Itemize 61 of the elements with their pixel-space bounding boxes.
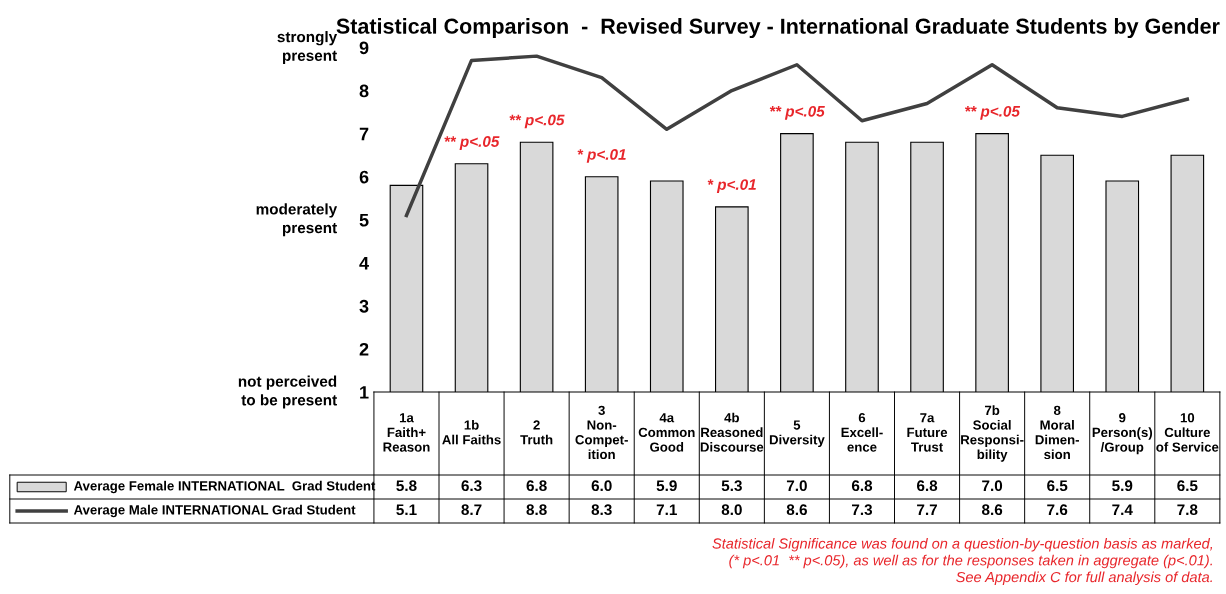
x-tick-label: 4a Common Good	[638, 413, 695, 452]
annotation: * p<.01	[707, 179, 756, 193]
annotation: ** p<.05	[444, 136, 500, 150]
data-label: 6.5	[1047, 480, 1068, 492]
data-label: 6.8	[916, 480, 938, 492]
data-label: 6.0	[591, 480, 612, 492]
annotation: * p<.01	[577, 148, 626, 163]
data-label: 6.5	[1177, 480, 1198, 492]
data-label: 7.3	[852, 504, 873, 516]
data-label: 7.0	[786, 480, 807, 492]
data-label: 5.8	[396, 480, 417, 492]
data-label: 5.3	[721, 480, 742, 492]
data-label: 8.7	[461, 504, 482, 516]
text: not perceived to be present	[238, 375, 337, 409]
y-tick-label: 4	[359, 256, 369, 270]
data-label: 6.8	[526, 480, 547, 492]
x-tick-label: 6 Excell- ence	[841, 413, 883, 452]
annotation: ** p<.05	[509, 114, 565, 129]
data-label: 7.0	[982, 480, 1003, 492]
x-tick-label: 9 Person(s) /Group	[1092, 413, 1153, 455]
chart-title: Statistical Comparison - Revised Survey - International Graduate Students by Gender	[336, 18, 1220, 39]
data-label: 8.6	[786, 504, 807, 516]
x-tick-label: 1a Faith+ Reason	[383, 413, 430, 452]
data-label: 7.6	[1047, 504, 1068, 516]
data-label: 7.7	[917, 504, 937, 515]
legend-label: Average Male INTERNATIONAL Grad Student	[73, 504, 356, 518]
x-tick-label: 7b Social Responsi- bility	[961, 405, 1024, 462]
y-tick-label: 1	[360, 386, 369, 399]
x-tick-label: 8 Moral Dimen- sion	[1035, 405, 1080, 460]
y-tick-label: 5	[359, 213, 369, 227]
text: moderately present	[256, 203, 338, 237]
x-tick-label: 10 Culture of Service	[1156, 413, 1219, 452]
y-tick-label: 2	[359, 342, 369, 356]
data-label: 6.3	[461, 480, 482, 492]
x-tick-label: 5 Diversity	[769, 420, 825, 448]
data-label: 7.4	[1112, 504, 1133, 515]
x-tick-label: 3 Non- Compet- ition	[575, 405, 628, 460]
x-tick-label: 1b All Faiths	[442, 420, 501, 445]
y-tick-label: 3	[359, 299, 369, 313]
y-tick-label: 9	[359, 41, 369, 55]
data-label: 8.0	[721, 504, 742, 516]
x-tick-label: 4b Reasoned Discourse	[700, 412, 764, 452]
text: strongly present	[277, 31, 338, 65]
data-label: 5.1	[396, 504, 417, 516]
data-label: 8.6	[981, 504, 1003, 516]
data-label: 8.8	[526, 504, 547, 516]
data-label: 7.1	[656, 504, 677, 515]
annotation: ** p<.05	[964, 105, 1021, 120]
data-label: 7.8	[1177, 504, 1198, 516]
data-label: 5.9	[1112, 480, 1133, 492]
y-tick-label: 7	[359, 127, 369, 141]
data-label: 6.8	[851, 480, 873, 492]
y-tick-label: 6	[359, 170, 369, 184]
y-tick-label: 8	[359, 84, 369, 98]
data-label: 8.3	[591, 504, 612, 516]
line-series	[404, 54, 1190, 218]
text: Statistical Significance was found on a question-by-question basis as marked, (* p<.01 ** p<.05), as well as for the responses taken in aggregate (p<.01). See Appendix C for full analysis of data.	[712, 537, 1213, 586]
x-tick-label: 7a Future Trust	[907, 413, 948, 452]
x-tick-label: 2 Truth	[520, 420, 553, 445]
annotation: ** p<.05	[769, 105, 825, 120]
data-label: 5.9	[656, 480, 677, 492]
